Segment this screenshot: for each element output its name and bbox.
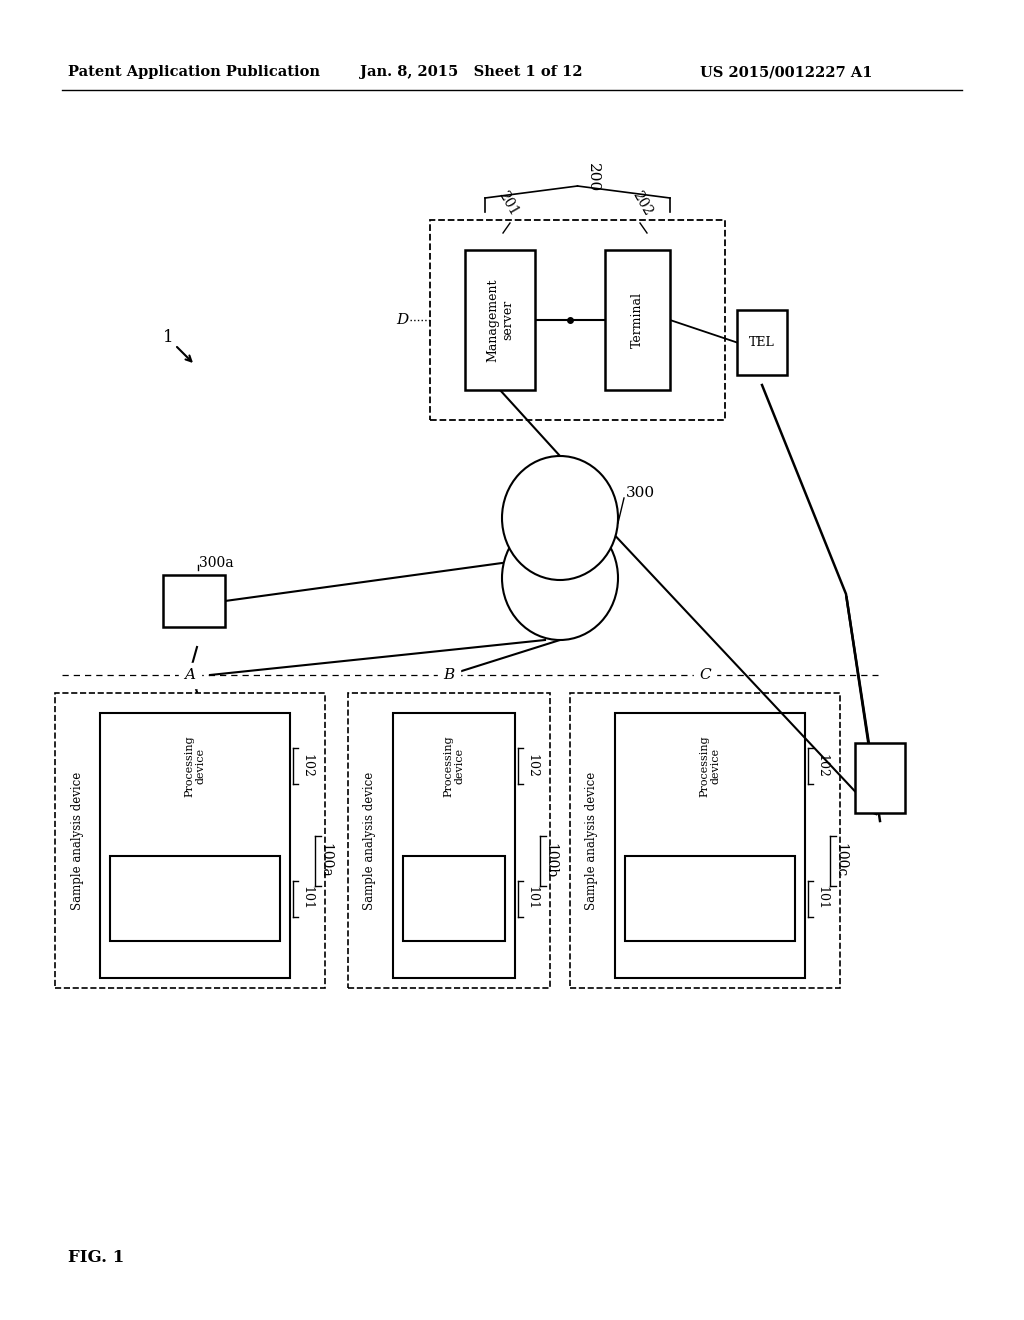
Text: 200: 200 [586,164,599,193]
Text: US 2015/0012227 A1: US 2015/0012227 A1 [700,65,872,79]
Text: 202: 202 [630,189,654,218]
Text: Sample analysis device: Sample analysis device [71,771,84,909]
Text: 101: 101 [300,887,313,911]
Text: Processing
device: Processing device [699,735,721,797]
Text: 102: 102 [815,754,828,777]
Text: 102: 102 [525,754,538,777]
Text: 100a: 100a [318,843,332,878]
Bar [570,693,840,987]
Bar [110,855,280,941]
Bar [625,855,795,941]
Bar [605,249,670,389]
Text: Processing
device: Processing device [184,735,206,797]
Ellipse shape [502,455,618,579]
Bar [393,713,515,978]
Text: C: C [699,668,711,682]
Bar [403,855,505,941]
Bar [430,220,725,420]
Text: 101: 101 [525,887,538,911]
Text: 100c: 100c [833,843,847,878]
Text: AP: AP [183,594,205,609]
Text: Device main
body: Device main body [443,863,465,933]
Bar [855,743,905,813]
Text: Jan. 8, 2015   Sheet 1 of 12: Jan. 8, 2015 Sheet 1 of 12 [360,65,583,79]
Text: 102: 102 [300,754,313,777]
Text: Patent Application Publication: Patent Application Publication [68,65,319,79]
Text: TEL: TEL [867,771,893,784]
Text: D: D [395,313,408,327]
Bar [100,713,290,978]
Text: Processing
device: Processing device [443,735,465,797]
Bar [615,713,805,978]
Text: 201: 201 [496,189,520,218]
Text: Sample analysis device: Sample analysis device [364,771,377,909]
Text: B: B [443,668,455,682]
Text: TEL: TEL [750,337,775,348]
Bar [55,693,325,987]
Ellipse shape [502,516,618,640]
Text: A: A [184,668,196,682]
Text: 1: 1 [163,329,173,346]
Bar [348,693,550,987]
Text: 100b: 100b [543,843,557,878]
Bar [465,249,535,389]
Text: 101: 101 [815,887,828,911]
Text: Management
server: Management server [486,279,514,362]
Text: Device main
body: Device main body [184,863,206,933]
Text: 300a: 300a [199,556,233,570]
Bar [737,310,787,375]
Text: Terminal: Terminal [631,292,644,348]
Bar [163,576,225,627]
Text: Device main
body: Device main body [699,863,721,933]
Text: Sample analysis device: Sample analysis device [586,771,598,909]
Text: FIG. 1: FIG. 1 [68,1250,124,1266]
Text: 300: 300 [626,486,655,500]
